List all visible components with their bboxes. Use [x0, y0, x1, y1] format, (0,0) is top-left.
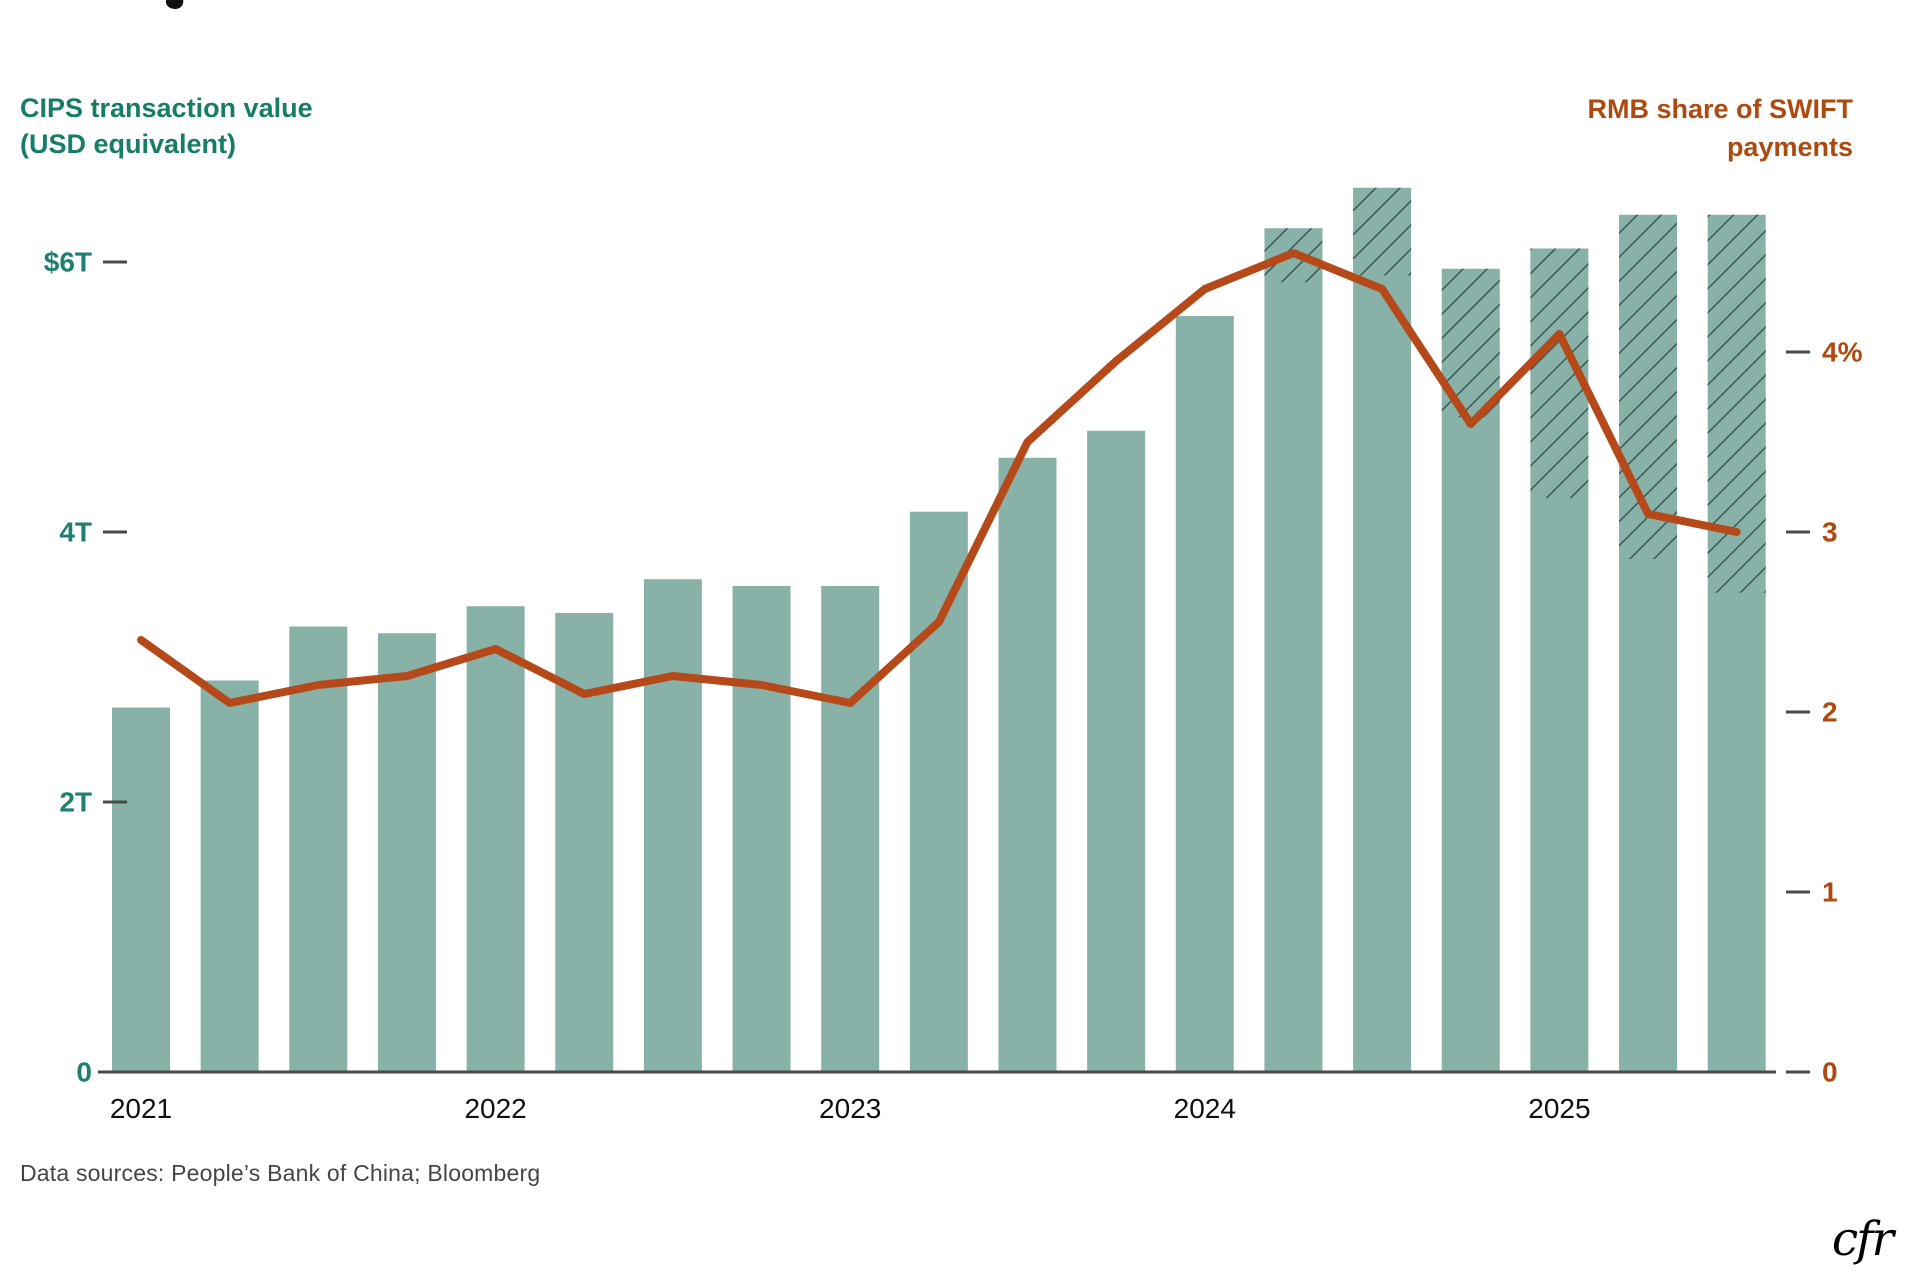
- bar-2022-q3: [643, 579, 702, 1072]
- left-axis-tick-label-2: 2T: [59, 787, 92, 818]
- left-axis-tick-label-4: 4T: [59, 517, 92, 548]
- right-axis-tick-label-0: 0: [1822, 1057, 1838, 1088]
- left-axis-title-line2: (USD equivalent): [20, 129, 237, 159]
- bar-2023-q2: [909, 511, 968, 1072]
- left-axis-tick-dash-2: [103, 800, 127, 804]
- cfr-logo: cfr: [1831, 1212, 1894, 1267]
- left-axis-title: CIPS transaction value (USD equivalent): [20, 90, 313, 162]
- bar-2021-q3: [289, 626, 348, 1072]
- right-axis-title-line2: payments: [1726, 132, 1853, 162]
- bar-2023-q4: [1087, 430, 1146, 1072]
- right-axis-title: RMB share of SWIFT payments: [1587, 90, 1853, 166]
- bar-2023-q3: [998, 457, 1057, 1072]
- bar-2024-q3: [1353, 187, 1412, 1072]
- right-axis-tick-dash-4: [1786, 350, 1810, 354]
- x-axis-year-label-2023: 2023: [819, 1093, 881, 1124]
- x-axis-year-label-2022: 2022: [464, 1093, 526, 1124]
- right-axis-tick-dash-3: [1786, 530, 1810, 534]
- x-axis-year-label-2021: 2021: [110, 1093, 172, 1124]
- bar-2025-q3-hatch: [1707, 214, 1766, 593]
- left-axis-tick-label-6: $6T: [44, 247, 92, 278]
- data-sources-note: Data sources: People’s Bank of China; Bl…: [20, 1160, 541, 1186]
- right-axis-title-line1: RMB share of SWIFT: [1587, 94, 1853, 124]
- bar-2022-q1: [466, 606, 525, 1072]
- right-axis-tick-label-3: 3: [1822, 517, 1838, 548]
- x-axis-year-label-2025: 2025: [1528, 1093, 1590, 1124]
- right-axis-tick-label-4: 4%: [1822, 337, 1863, 368]
- x-axis-year-label-2024: 2024: [1174, 1093, 1236, 1124]
- bar-2025-q2-hatch: [1619, 214, 1678, 559]
- left-axis-tick-dash-4: [103, 530, 127, 534]
- bar-2024-q2: [1264, 228, 1323, 1072]
- bar-2024-q1: [1175, 316, 1234, 1072]
- bar-2022-q4: [732, 586, 791, 1072]
- bar-2021-q4: [377, 633, 436, 1072]
- bar-2021-q1: [112, 707, 170, 1072]
- right-axis-tick-label-2: 2: [1822, 697, 1838, 728]
- left-axis-title-line1: CIPS transaction value: [20, 93, 313, 123]
- left-axis-tick-dash-6: [103, 260, 127, 264]
- bar-2021-q2: [200, 680, 259, 1072]
- right-axis-tick-label-1: 1: [1822, 877, 1838, 908]
- right-axis-tick-dash-1: [1786, 890, 1810, 894]
- x-axis-line: [98, 1070, 1776, 1074]
- rmb-swift-share-line: [137, 249, 1741, 707]
- right-axis-tick-dash-0: [1786, 1070, 1810, 1074]
- right-axis-tick-dash-2: [1786, 710, 1810, 714]
- left-axis-tick-label-0: 0: [76, 1057, 92, 1088]
- bar-2024-q3-hatch: [1353, 187, 1412, 276]
- bar-2023-q1: [821, 586, 880, 1072]
